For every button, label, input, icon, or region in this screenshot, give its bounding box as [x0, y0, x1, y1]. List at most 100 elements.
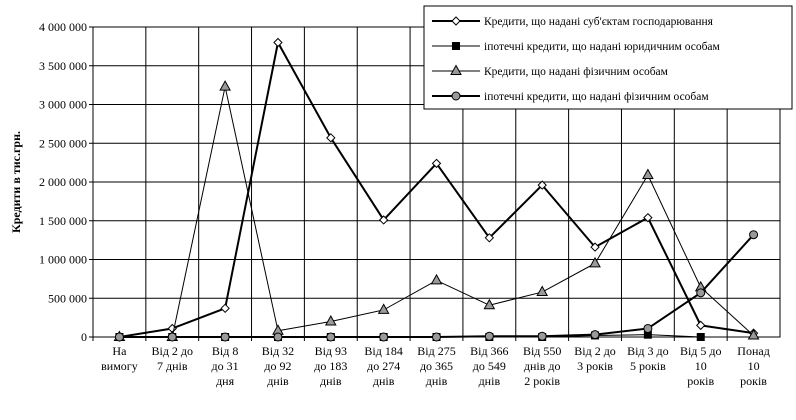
x-tick-label: Від 93 до 183 днів [314, 344, 347, 388]
x-tick-label: Від 184 до 274 днів [364, 344, 402, 388]
data-point [273, 37, 283, 48]
chart-series [113, 37, 760, 342]
data-point [431, 158, 442, 169]
legend: Кредити, що надані суб'єктам господарюва… [423, 5, 793, 110]
x-tick-label: Понад 10 років [737, 344, 770, 388]
legend-marker [451, 16, 461, 26]
data-point [642, 168, 654, 180]
data-point [483, 298, 496, 310]
legend-item: Кредити, що надані фізичним особам [432, 64, 669, 78]
data-point [536, 285, 549, 297]
x-tick-label-line: Від 2 до [574, 344, 616, 358]
x-tick-label-line: Від 5 до [680, 344, 722, 358]
x-tick-label-line: вимогу [101, 359, 138, 373]
legend-box [423, 5, 793, 110]
x-tick-label-line: Від 8 [212, 344, 238, 358]
x-tick-label-line: дня [216, 374, 235, 388]
legend-label: Кредити, що надані суб'єктам господарюва… [484, 16, 714, 28]
legend-marker [451, 91, 461, 101]
legend-label: іпотечні кредити, що надані фізичним осо… [484, 91, 709, 103]
x-tick-label-line: років [687, 374, 714, 388]
x-tick-label-line: Від 32 [262, 344, 294, 358]
data-point [379, 332, 389, 342]
x-tick-label-line: 2 років [524, 374, 560, 388]
x-tick-label-line: днів [320, 374, 342, 388]
y-tick-label: 3 000 000 [39, 98, 87, 112]
legend-marker [452, 42, 460, 50]
data-point [643, 212, 653, 223]
x-tick-label-line: днів [373, 374, 395, 388]
x-tick-label-line: днів [479, 374, 501, 388]
y-axis-label: Кредити в тис.грн. [9, 131, 23, 233]
data-point [749, 230, 759, 240]
data-point [324, 314, 337, 326]
y-tick-label: 500 000 [48, 291, 87, 305]
data-point [326, 133, 336, 143]
legend-item: Кредити, що надані суб'єктам господарюва… [432, 16, 714, 28]
x-tick-label-line: Від 550 [523, 344, 561, 358]
x-tick-label: Від 2 до 3 років [574, 344, 616, 373]
x-tick-label: Від 32 до 92 днів [262, 344, 294, 388]
x-tick-label-line: Від 275 [417, 344, 455, 358]
series-circle [114, 230, 759, 342]
x-tick-label-line: 3 років [577, 359, 613, 373]
data-point [432, 332, 441, 342]
y-axis-ticks: 0 500 000 1 000 000 1 500 000 2 000 000 2 500… [39, 20, 93, 344]
legend-label: Кредити, що надані фізичним особам [484, 66, 669, 78]
legend-marker [450, 64, 462, 75]
x-tick-label-line: Від 3 до [627, 344, 669, 358]
x-tick-label-line: до 183 [314, 359, 347, 373]
data-point [114, 332, 124, 342]
x-tick-label-line: до 365 [420, 359, 453, 373]
x-tick-label-line: Від 2 до [151, 344, 193, 358]
x-tick-label-line: до 549 [473, 359, 506, 373]
x-tick-label: На вимогу [101, 344, 138, 373]
data-point [220, 303, 230, 314]
x-tick-label-line: 7 днів [157, 359, 188, 373]
x-tick-label: Від 550 днів до 2 років [523, 344, 561, 388]
x-tick-label-line: На [112, 344, 127, 358]
y-tick-label: 2 000 000 [39, 175, 87, 189]
data-point [696, 288, 706, 298]
x-tick-label-line: 5 років [630, 359, 666, 373]
chart-grid [93, 26, 780, 338]
x-tick-label-line: до 274 [367, 359, 400, 373]
series-line [119, 234, 755, 338]
x-tick-label-line: Від 184 [364, 344, 402, 358]
data-point [378, 215, 389, 225]
x-tick-label-line: Від 366 [470, 344, 508, 358]
data-point [537, 331, 547, 341]
data-point [273, 332, 283, 342]
x-tick-label-line: днів [426, 374, 448, 388]
series-line [119, 86, 754, 338]
series-triangle [113, 80, 760, 341]
y-tick-label: 1 500 000 [39, 214, 87, 228]
data-point [167, 332, 177, 342]
x-tick-label-line: днів до [524, 359, 561, 373]
y-tick-label: 4 000 000 [39, 20, 87, 34]
data-point [590, 330, 600, 340]
x-tick-label-line: Від 93 [315, 344, 347, 358]
data-point [377, 303, 390, 314]
data-point [696, 333, 705, 341]
y-tick-label: 2 500 000 [39, 136, 87, 150]
data-point [430, 273, 443, 285]
x-tick-label-line: 10 [695, 359, 707, 373]
x-tick-label-line: до 92 [264, 359, 291, 373]
y-tick-label: 0 [81, 330, 87, 344]
x-tick-label-line: до 31 [212, 359, 239, 373]
x-tick-label-line: Понад [737, 344, 770, 358]
legend-label: іпотечні кредити, що надані юридичним ос… [484, 41, 721, 53]
data-point [537, 180, 547, 190]
x-tick-label: Від 366 до 549 днів [470, 344, 508, 388]
x-tick-label-line: років [740, 374, 767, 388]
x-tick-label: Від 2 до 7 днів [151, 344, 193, 373]
x-tick-label: Від 3 до 5 років [627, 344, 669, 373]
legend-item: іпотечні кредити, що надані фізичним осо… [432, 91, 709, 103]
data-point [696, 320, 706, 331]
data-point [590, 242, 600, 252]
x-tick-label-line: днів [267, 374, 289, 388]
data-point [484, 233, 495, 243]
